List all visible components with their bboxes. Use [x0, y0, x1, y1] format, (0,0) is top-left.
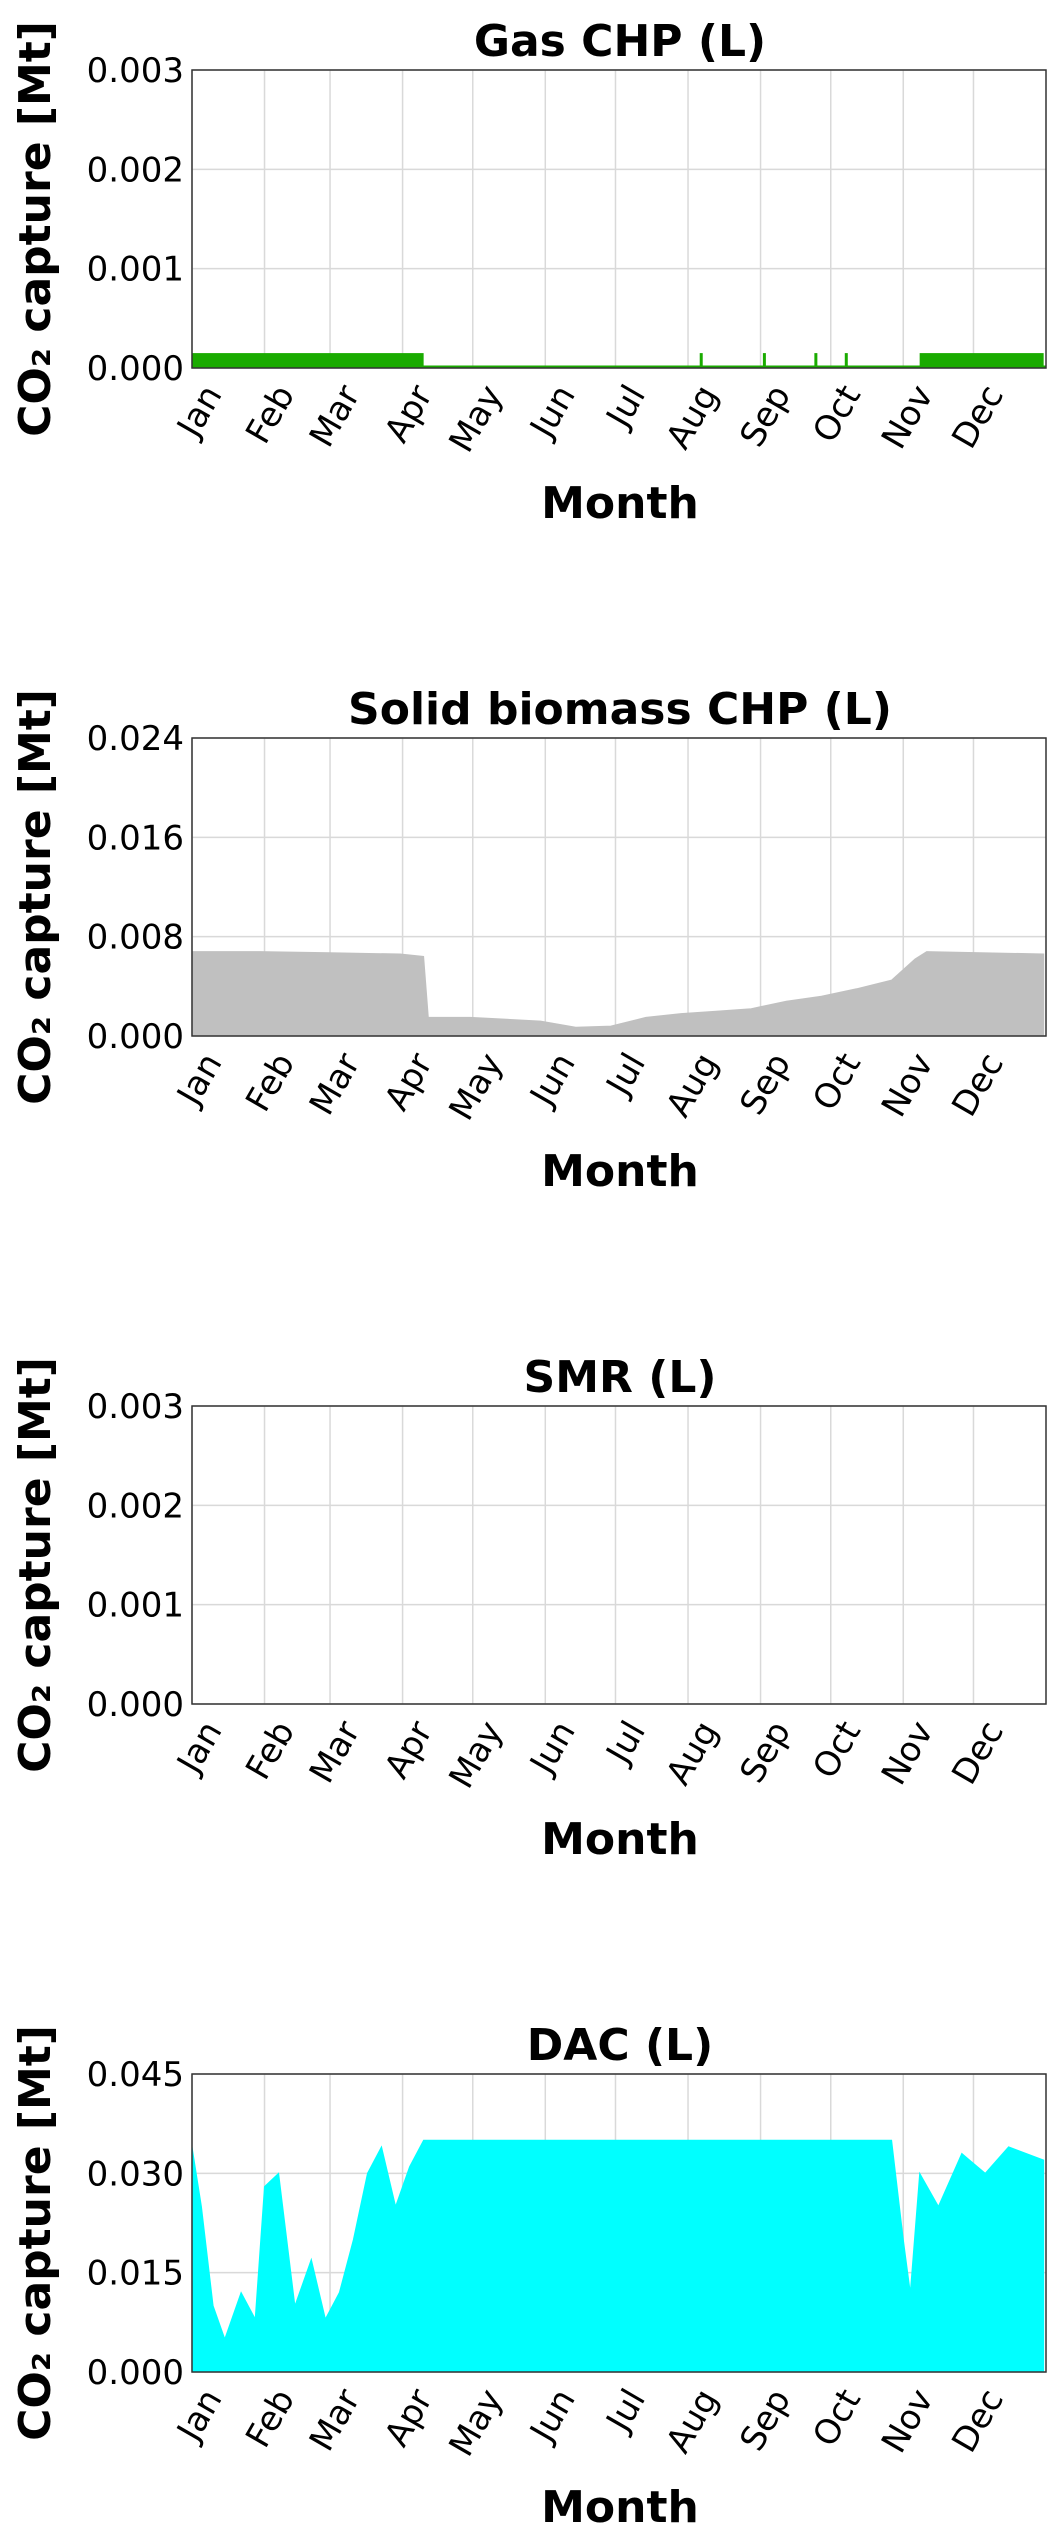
x-tick-label: Jul — [598, 1714, 654, 1771]
y-tick-label: 0.030 — [87, 2154, 184, 2194]
x-tick-label: Feb — [238, 1714, 303, 1786]
y-tick-label: 0.024 — [87, 719, 184, 759]
x-tick-label: Oct — [805, 378, 869, 449]
x-tick-label: May — [441, 1714, 511, 1795]
plot-frame — [191, 737, 1047, 1037]
x-axis-label: Month — [541, 1814, 699, 1865]
x-tick-label: Jun — [522, 2382, 584, 2450]
x-tick-label: Jul — [598, 1046, 654, 1103]
capture-area — [191, 2139, 1045, 2373]
x-tick-label: Sep — [732, 2382, 799, 2458]
x-tick-label: Jul — [598, 2382, 654, 2439]
x-tick-label: May — [441, 2382, 511, 2463]
x-tick-label: May — [441, 378, 511, 459]
y-axis-label: CO₂ capture [Mt] — [10, 2025, 61, 2441]
y-tick-label: 0.000 — [87, 2353, 184, 2393]
x-tick-label: Dec — [944, 1046, 1012, 1123]
x-axis-label: Month — [541, 2482, 699, 2533]
x-tick-label: Sep — [732, 378, 799, 454]
y-tick-label: 0.001 — [87, 1586, 184, 1626]
x-tick-label: Apr — [377, 378, 441, 449]
y-tick-label: 0.015 — [87, 2254, 184, 2294]
x-tick-label: Feb — [238, 1046, 303, 1118]
x-tick-label: Jun — [522, 1714, 584, 1782]
y-tick-label: 0.000 — [87, 1685, 184, 1725]
x-tick-label: Aug — [659, 1714, 727, 1791]
plot-frame — [191, 1405, 1047, 1705]
x-tick-label: Mar — [302, 378, 369, 454]
y-tick-label: 0.001 — [87, 250, 184, 290]
x-tick-label: Feb — [238, 2382, 303, 2454]
x-tick-label: Sep — [732, 1046, 799, 1122]
x-tick-label: May — [441, 1046, 511, 1127]
capture-area — [191, 951, 1045, 1037]
x-tick-label: Mar — [302, 1046, 369, 1122]
x-tick-label: Dec — [944, 2382, 1012, 2459]
x-tick-label: Aug — [659, 1046, 727, 1123]
x-tick-label: Apr — [377, 2382, 441, 2453]
x-tick-label: Aug — [659, 2382, 727, 2459]
capture-segment — [844, 353, 848, 368]
y-tick-label: 0.000 — [87, 349, 184, 389]
panel-solid-biomass-chp: Solid biomass CHP (L) 0.000 0.008 0.016 0.02… — [10, 684, 1047, 1197]
x-tick-label: Jun — [522, 378, 584, 446]
capture-segment — [762, 353, 766, 368]
y-tick-label: 0.003 — [87, 51, 184, 91]
x-tick-label: Jul — [598, 378, 654, 435]
x-tick-label: Apr — [377, 1046, 441, 1117]
x-axis-label: Month — [541, 1146, 699, 1197]
y-tick-label: 0.016 — [87, 818, 184, 858]
y-tick-label: 0.002 — [87, 150, 184, 190]
capture-segment — [919, 353, 1044, 368]
y-tick-label: 0.008 — [87, 918, 184, 958]
y-axis-label: CO₂ capture [Mt] — [10, 689, 61, 1105]
x-tick-label: Aug — [659, 378, 727, 455]
x-tick-label: Apr — [377, 1714, 441, 1785]
x-tick-label: Jun — [522, 1046, 584, 1114]
x-tick-label: Sep — [732, 1714, 799, 1790]
y-tick-label: 0.000 — [87, 1017, 184, 1057]
plot-frame — [191, 69, 1047, 369]
y-tick-label: 0.045 — [87, 2055, 184, 2095]
x-tick-label: Mar — [302, 1714, 369, 1790]
x-tick-label: Oct — [805, 1046, 869, 1117]
y-tick-label: 0.003 — [87, 1387, 184, 1427]
chart-title: Solid biomass CHP (L) — [348, 684, 892, 735]
x-tick-label: Mar — [302, 2382, 369, 2458]
y-axis-label: CO₂ capture [Mt] — [10, 1357, 61, 1773]
y-tick-label: 0.002 — [87, 1486, 184, 1526]
chart-title: DAC (L) — [527, 2020, 713, 2071]
x-tick-label: Oct — [805, 2382, 869, 2453]
chart-title: SMR (L) — [524, 1352, 717, 1403]
x-tick-label: Nov — [874, 378, 942, 455]
capture-segment — [699, 353, 703, 368]
capture-segment — [192, 353, 424, 368]
x-tick-label: Nov — [874, 1714, 942, 1791]
x-tick-label: Feb — [238, 378, 303, 450]
x-tick-label: Nov — [874, 1046, 942, 1123]
capture-segment — [814, 353, 818, 368]
x-tick-label: Dec — [944, 1714, 1012, 1791]
y-axis-label: CO₂ capture [Mt] — [10, 21, 61, 437]
chart-title: Gas CHP (L) — [474, 16, 766, 67]
plot-frame — [191, 2073, 1047, 2373]
x-axis-label: Month — [541, 478, 699, 529]
x-tick-label: Nov — [874, 2382, 942, 2459]
x-tick-label: Oct — [805, 1714, 869, 1785]
x-tick-label: Dec — [944, 378, 1012, 455]
